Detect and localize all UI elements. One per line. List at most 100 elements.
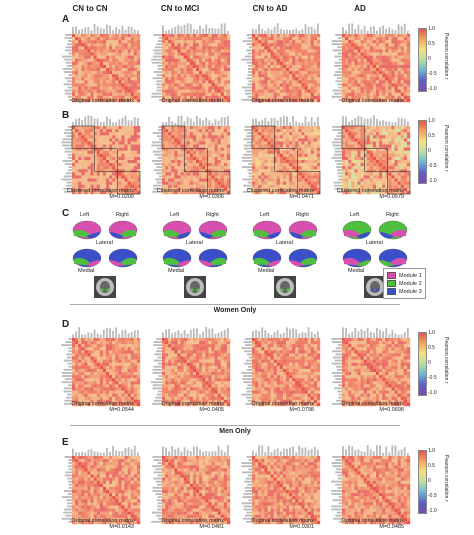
column-title-cn-to-mci: CN to MCI: [160, 4, 200, 13]
brain-medial-right-3: [288, 248, 318, 268]
correlation-matrix-e-2: [151, 445, 231, 525]
colorbar-3: [418, 332, 427, 396]
brain-lateral-left-1: [72, 220, 102, 240]
correlation-matrix-a-3: [241, 23, 321, 103]
caption-e-2: Original correlation matrix: [161, 518, 224, 524]
colorbar-3-label: Pearson correlation r: [443, 337, 449, 384]
colorbar-4-tick-3: 0: [428, 478, 431, 484]
section-title-men: Men Only: [219, 428, 251, 435]
colorbar-2-tick-2: 0.5: [428, 133, 435, 139]
brain-medial-right-2: [198, 248, 228, 268]
brain-coronal-slice-2: [184, 276, 206, 298]
brain-medial-left-2: [162, 248, 192, 268]
correlation-matrix-a-1: [61, 23, 141, 103]
label-left-3: Left: [260, 212, 270, 218]
label-lateral-2: Lateral: [186, 240, 203, 246]
correlation-matrix-d-3: [241, 327, 321, 407]
colorbar-3-tick-2: 0.5: [428, 345, 435, 351]
colorbar-3-tick-4: -0.5: [428, 375, 437, 381]
modularity-b-3: M=0.0471: [289, 194, 314, 200]
panel-letter-e: E: [62, 437, 69, 448]
correlation-matrix-a-2: [151, 23, 231, 103]
panel-letter-c: C: [62, 208, 70, 219]
column-title-cn-to-cn: CN to CN: [72, 4, 108, 13]
brain-lateral-right-1: [108, 220, 138, 240]
column-title-ad: AD: [354, 4, 366, 13]
colorbar-1-tick-4: -0.5: [428, 71, 437, 77]
colorbar-1-tick-3: 0: [428, 56, 431, 62]
legend-item-module-1: Module 1: [387, 272, 422, 279]
section-title-women: Women Only: [213, 307, 257, 314]
colorbar-2-tick-3: 0: [428, 148, 431, 154]
modularity-d-1: M=0.0544: [109, 407, 134, 413]
label-medial-3: Medial: [258, 268, 275, 274]
legend-label-module-3: Module 3: [399, 288, 422, 295]
correlation-matrix-d-4: [331, 327, 411, 407]
brain-lateral-left-3: [252, 220, 282, 240]
modularity-e-1: M=0.0143: [109, 524, 134, 530]
caption-d-3: Original correlation matrix: [251, 401, 314, 407]
caption-a-3: Original correlation matrix: [251, 98, 314, 104]
label-right-1: Right: [116, 212, 129, 218]
modularity-e-4: M=0.0485: [379, 524, 404, 530]
colorbar-4: [418, 450, 427, 514]
panel-letter-a: A: [62, 14, 70, 25]
colorbar-3-tick-5: -1.0: [428, 390, 437, 396]
legend-swatch-module-2: [387, 280, 396, 287]
colorbar-4-tick-5: -1.0: [428, 508, 437, 514]
legend-swatch-module-3: [387, 288, 396, 295]
colorbar-3-tick-1: 1.0: [428, 330, 435, 336]
colorbar-4-tick-4: -0.5: [428, 493, 437, 499]
correlation-matrix-e-3: [241, 445, 321, 525]
legend-swatch-module-1: [387, 272, 396, 279]
colorbar-2: [418, 120, 427, 184]
colorbar-3-tick-3: 0: [428, 360, 431, 366]
modularity-b-4: M=0.0579: [379, 194, 404, 200]
brain-medial-right-4: [378, 248, 408, 268]
label-lateral-4: Lateral: [366, 240, 383, 246]
label-left-2: Left: [170, 212, 180, 218]
modularity-e-3: M=0.0301: [289, 524, 314, 530]
colorbar-1-tick-2: 0.5: [428, 41, 435, 47]
caption-e-1: Original correlation matrix: [71, 518, 134, 524]
label-right-2: Right: [206, 212, 219, 218]
column-title-cn-to-ad: CN to AD: [252, 4, 288, 13]
label-right-3: Right: [296, 212, 309, 218]
colorbar-1-tick-5: -1.0: [428, 86, 437, 92]
label-left-4: Left: [350, 212, 360, 218]
divider-men: [70, 425, 400, 426]
modularity-d-2: M=0.0405: [199, 407, 224, 413]
correlation-matrix-b-3: [241, 115, 321, 195]
label-left-1: Left: [80, 212, 90, 218]
modularity-d-3: M=0.0798: [289, 407, 314, 413]
colorbar-4-tick-1: 1.0: [428, 448, 435, 454]
colorbar-2-tick-5: -1.0: [428, 178, 437, 184]
label-right-4: Right: [386, 212, 399, 218]
panel-letter-d: D: [62, 319, 70, 330]
brain-coronal-slice-4: [364, 276, 386, 298]
brain-lateral-left-4: [342, 220, 372, 240]
caption-e-3: Original correlation matrix: [251, 518, 314, 524]
modularity-b-2: M=0.0306: [199, 194, 224, 200]
caption-a-4: Original correlation matrix: [341, 98, 404, 104]
colorbar-1-tick-1: 1.0: [428, 26, 435, 32]
colorbar-4-label: Pearson correlation r: [443, 455, 449, 502]
legend-item-module-2: Module 2: [387, 280, 422, 287]
colorbar-2-label: Pearson correlation r: [443, 125, 449, 172]
legend-label-module-2: Module 2: [399, 280, 422, 287]
brain-lateral-right-2: [198, 220, 228, 240]
panel-letter-b: B: [62, 110, 70, 121]
caption-a-2: Original correlation matrix: [161, 98, 224, 104]
brain-lateral-right-3: [288, 220, 318, 240]
caption-b-1: Clustered correlation matrix: [66, 188, 134, 194]
label-lateral-3: Lateral: [276, 240, 293, 246]
correlation-matrix-b-2: [151, 115, 231, 195]
caption-e-4: Original correlation matrix: [341, 518, 404, 524]
module-legend: Module 1 Module 2 Module 3: [383, 268, 426, 299]
label-medial-4: Medial: [348, 268, 365, 274]
caption-d-1: Original correlation matrix: [71, 401, 134, 407]
correlation-matrix-e-1: [61, 445, 141, 525]
colorbar-4-tick-2: 0.5: [428, 463, 435, 469]
legend-label-module-1: Module 1: [399, 272, 422, 279]
colorbar-1: [418, 28, 427, 92]
